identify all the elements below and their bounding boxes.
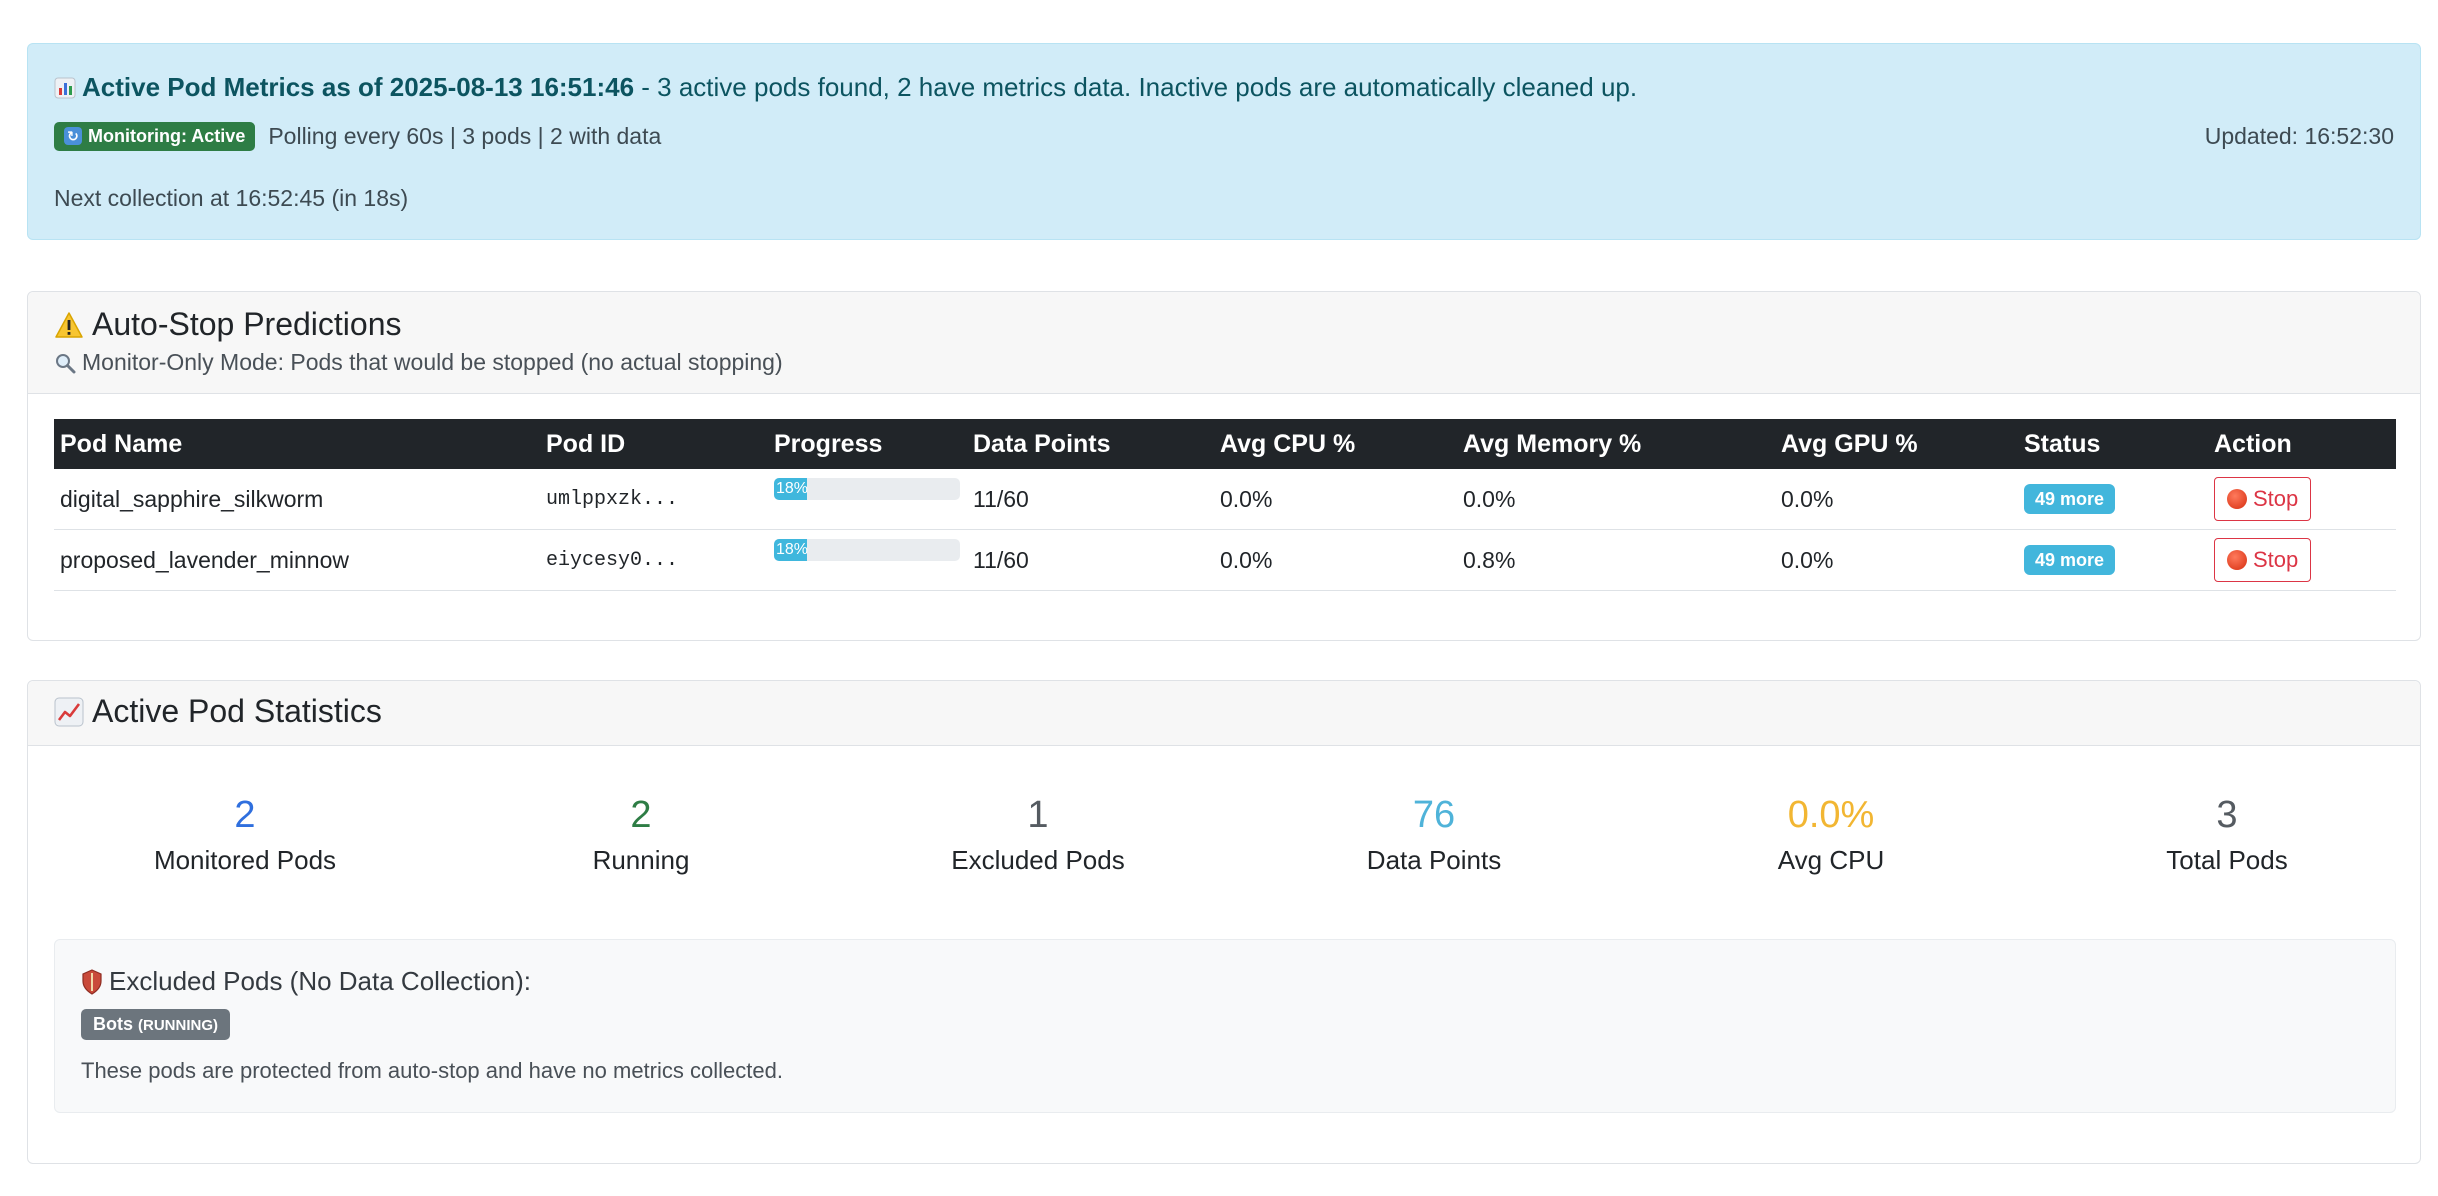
- banner-title-rest: - 3 active pods found, 2 have metrics da…: [634, 72, 1638, 102]
- monitoring-badge-label: Monitoring: Active: [88, 125, 246, 146]
- excluded-pod-badge: Bots (RUNNING): [81, 1009, 231, 1040]
- stat-value: 76: [1412, 794, 1456, 836]
- predictions-subtitle: Monitor-Only Mode: Pods that would be st…: [54, 349, 783, 376]
- magnifier-icon: [56, 353, 76, 373]
- stat-monitored-pods: 2 Monitored Pods: [95, 793, 395, 876]
- statistics-card-header: Active Pod Statistics: [28, 681, 2420, 746]
- warning-icon: [55, 311, 83, 338]
- avg-memory: 0.8%: [1457, 529, 1775, 591]
- bar-chart-icon: [54, 77, 76, 99]
- stat-data-points: 76 Data Points: [1284, 793, 1584, 876]
- predictions-table: Pod Name Pod ID Progress Data Points Avg…: [54, 419, 2396, 591]
- stat-value: 2: [630, 794, 652, 836]
- excluded-pods-note: These pods are protected from auto-stop …: [81, 1058, 783, 1083]
- stop-sign-icon: [2227, 489, 2247, 509]
- progress-fill: 18%: [774, 478, 808, 500]
- table-row: digital_sapphire_silkworm umlppxzk... 18…: [54, 469, 2396, 530]
- excluded-pod-name: Bots: [93, 1014, 133, 1034]
- progress-bar: 18%: [774, 478, 960, 500]
- column-header-status[interactable]: Status: [2018, 419, 2208, 469]
- pod-name: proposed_lavender_minnow: [54, 529, 540, 591]
- stat-total-pods: 3 Total Pods: [2077, 793, 2377, 876]
- stop-sign-icon: [2227, 550, 2247, 570]
- status-cell: 49 more: [2018, 469, 2208, 530]
- stat-label: Data Points: [1366, 845, 1502, 875]
- excluded-pods-title: Excluded Pods (No Data Collection):: [81, 966, 531, 997]
- action-cell: Stop: [2208, 529, 2396, 591]
- excluded-pod-status: (RUNNING): [138, 1017, 219, 1034]
- predictions-subtitle-text: Monitor-Only Mode: Pods that would be st…: [82, 349, 783, 375]
- banner-title: Active Pod Metrics as of 2025-08-13 16:5…: [54, 72, 1637, 103]
- refresh-icon: ↻: [64, 127, 82, 145]
- pod-id: eiycesy0...: [540, 529, 768, 591]
- column-header-avg-cpu[interactable]: Avg CPU %: [1214, 419, 1457, 469]
- column-header-pod-name[interactable]: Pod Name: [54, 419, 540, 469]
- statistics-title: Active Pod Statistics: [54, 693, 382, 730]
- pod-id: umlppxzk...: [540, 469, 768, 530]
- stop-button-label: Stop: [2253, 547, 2299, 572]
- stat-label: Monitored Pods: [153, 845, 337, 875]
- stat-value: 3: [2216, 794, 2238, 836]
- stat-value: 0.0%: [1787, 794, 1875, 836]
- action-cell: Stop: [2208, 469, 2396, 530]
- data-points: 11/60: [967, 529, 1214, 591]
- stat-value: 2: [234, 794, 256, 836]
- predictions-title: Auto-Stop Predictions: [54, 306, 402, 343]
- stop-button[interactable]: Stop: [2214, 538, 2312, 582]
- stat-label: Running: [592, 845, 690, 875]
- excluded-pods-panel: Excluded Pods (No Data Collection): Bots…: [54, 939, 2396, 1113]
- progress-cell: 18%: [768, 469, 967, 530]
- stat-running: 2 Running: [491, 793, 791, 876]
- table-header-row: Pod Name Pod ID Progress Data Points Avg…: [54, 419, 2396, 469]
- excluded-pods-title-text: Excluded Pods (No Data Collection):: [109, 966, 531, 996]
- avg-gpu: 0.0%: [1775, 529, 2018, 591]
- active-pod-statistics-card: Active Pod Statistics 2 Monitored Pods 2…: [27, 680, 2421, 1164]
- stop-button-label: Stop: [2253, 486, 2299, 511]
- next-collection-text: Next collection at 16:52:45 (in 18s): [54, 185, 409, 211]
- column-header-progress[interactable]: Progress: [768, 419, 967, 469]
- stat-avg-cpu: 0.0% Avg CPU: [1681, 793, 1981, 876]
- status-badge: 49 more: [2024, 544, 2116, 575]
- data-points: 11/60: [967, 469, 1214, 530]
- progress-bar: 18%: [774, 539, 960, 561]
- monitoring-row: ↻ Monitoring: Active Polling every 60s |…: [54, 120, 661, 152]
- column-header-avg-gpu[interactable]: Avg GPU %: [1775, 419, 2018, 469]
- column-header-pod-id[interactable]: Pod ID: [540, 419, 768, 469]
- progress-cell: 18%: [768, 529, 967, 591]
- avg-gpu: 0.0%: [1775, 469, 2018, 530]
- polling-text: Polling every 60s | 3 pods | 2 with data: [268, 122, 662, 149]
- stop-button[interactable]: Stop: [2214, 477, 2312, 521]
- monitoring-status-badge: ↻ Monitoring: Active: [54, 121, 256, 151]
- auto-stop-predictions-card: Auto-Stop Predictions Monitor-Only Mode:…: [27, 291, 2421, 641]
- stat-value: 1: [1027, 794, 1049, 836]
- trending-up-chart-icon: [54, 697, 84, 726]
- predictions-card-header: Auto-Stop Predictions Monitor-Only Mode:…: [28, 292, 2420, 394]
- status-badge: 49 more: [2024, 483, 2116, 514]
- stat-excluded-pods: 1 Excluded Pods: [888, 793, 1188, 876]
- stat-label: Excluded Pods: [951, 845, 1125, 875]
- statistics-title-text: Active Pod Statistics: [92, 693, 382, 729]
- table-row: proposed_lavender_minnow eiycesy0... 18%…: [54, 529, 2396, 591]
- stat-label: Total Pods: [2166, 845, 2288, 875]
- column-header-data-points[interactable]: Data Points: [967, 419, 1214, 469]
- column-header-action[interactable]: Action: [2208, 419, 2396, 469]
- banner-title-bold: Active Pod Metrics as of 2025-08-13 16:5…: [82, 72, 635, 102]
- pod-name: digital_sapphire_silkworm: [54, 469, 540, 530]
- predictions-title-text: Auto-Stop Predictions: [92, 306, 402, 342]
- column-header-avg-memory[interactable]: Avg Memory %: [1457, 419, 1775, 469]
- shield-icon: [82, 968, 102, 995]
- metrics-info-banner: Active Pod Metrics as of 2025-08-13 16:5…: [27, 43, 2421, 240]
- stat-label: Avg CPU: [1777, 845, 1885, 875]
- status-cell: 49 more: [2018, 529, 2208, 591]
- avg-cpu: 0.0%: [1214, 529, 1457, 591]
- avg-memory: 0.0%: [1457, 469, 1775, 530]
- avg-cpu: 0.0%: [1214, 469, 1457, 530]
- updated-time: Updated: 16:52:30: [2204, 123, 2394, 149]
- progress-fill: 18%: [774, 539, 808, 561]
